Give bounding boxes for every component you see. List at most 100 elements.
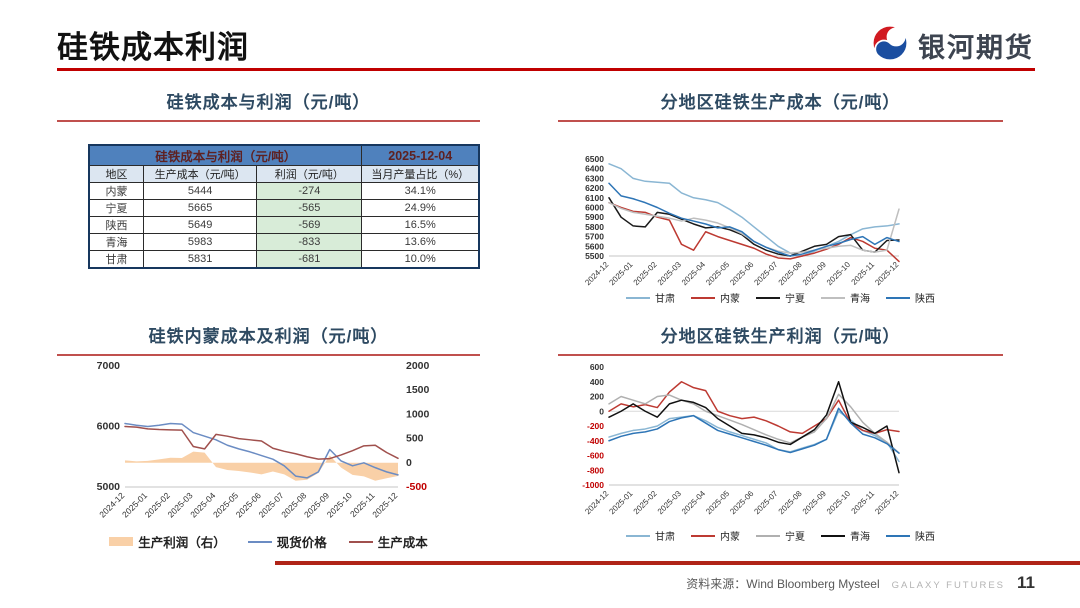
table-date: 2025-12-04: [361, 144, 480, 166]
legend-inner-mongolia: 生产利润（右） 现货价格 生产成本: [57, 532, 480, 551]
table-cell: 5649: [143, 216, 258, 234]
legend-item: 生产利润（右）: [109, 532, 226, 551]
table-cell: 34.1%: [361, 182, 480, 200]
svg-text:6000: 6000: [585, 203, 604, 213]
svg-text:2025-03: 2025-03: [656, 260, 684, 288]
table-title-row: 硅铁成本与利润（元/吨） 2025-12-04: [88, 144, 480, 166]
legend-line-swatch: [626, 296, 650, 299]
column-header: 当月产量占比（%）: [361, 165, 480, 183]
page-title: 硅铁成本利润: [57, 30, 249, 65]
svg-text:2024-12: 2024-12: [583, 260, 611, 288]
legend-line-swatch: [886, 296, 910, 299]
legend-label: 甘肃: [655, 532, 675, 543]
table-cell: 5444: [143, 182, 258, 200]
legend-item: 内蒙: [691, 528, 740, 543]
brand-text: GALAXY FUTURES: [891, 580, 1006, 591]
legend-label: 甘肃: [655, 294, 675, 305]
legend-line-swatch: [821, 534, 845, 537]
svg-text:-200: -200: [587, 421, 604, 431]
svg-text:-1000: -1000: [582, 480, 604, 490]
section-inner-mongolia: 硅铁内蒙成本及利润（元/吨） 7000 6000 5000 2000 1500 1000 5…: [57, 322, 480, 557]
legend-item: 陕西: [886, 528, 935, 543]
svg-text:5500: 5500: [585, 251, 604, 261]
galaxy-logo-text: 银河期货: [918, 33, 1034, 63]
legend-item: 现货价格: [247, 532, 327, 551]
svg-text:2025-11: 2025-11: [850, 260, 877, 287]
svg-text:6000: 6000: [97, 421, 121, 433]
svg-text:2025-11: 2025-11: [850, 489, 877, 516]
svg-text:2025-05: 2025-05: [704, 260, 732, 288]
svg-text:200: 200: [590, 392, 604, 402]
svg-text:2025-08: 2025-08: [777, 260, 805, 288]
svg-text:0: 0: [599, 406, 604, 416]
svg-text:2025-09: 2025-09: [801, 260, 829, 288]
legend-item: 陕西: [886, 290, 935, 305]
section-cost-by-region: 分地区硅铁生产成本（元/吨） 6500 6400 6300 6200 6100 6000 5…: [558, 88, 1003, 318]
table-cell: -681: [256, 250, 363, 269]
legend-label: 内蒙: [720, 532, 740, 543]
legend-line-swatch: [691, 534, 715, 537]
legend-label: 宁夏: [785, 294, 805, 305]
section-title-cost-by-region: 分地区硅铁生产成本（元/吨）: [558, 88, 1003, 122]
legend-line-swatch: [348, 540, 373, 543]
legend-item: 青海: [821, 290, 870, 305]
table-cell: -833: [256, 233, 363, 251]
legend-label: 生产成本: [377, 536, 428, 550]
svg-text:2025-12: 2025-12: [873, 489, 901, 517]
legend-line-swatch: [626, 534, 650, 537]
legend-label: 青海: [850, 532, 870, 543]
column-header: 生产成本（元/吨）: [143, 165, 258, 183]
table-cell: -565: [256, 199, 363, 217]
legend-line-swatch: [821, 296, 845, 299]
legend-label: 陕西: [915, 532, 935, 543]
svg-text:2025-02: 2025-02: [632, 260, 660, 288]
table-cell: 青海: [88, 233, 145, 251]
svg-text:600: 600: [590, 362, 604, 372]
legend-item: 甘肃: [626, 290, 675, 305]
svg-text:2025-12: 2025-12: [873, 260, 901, 288]
svg-text:2024-12: 2024-12: [583, 489, 611, 517]
table-cell: 13.6%: [361, 233, 480, 251]
table-cell: -569: [256, 216, 363, 234]
legend-line-swatch: [886, 534, 910, 537]
table-row: 甘肃 5831 -681 10.0%: [88, 250, 480, 269]
svg-text:6500: 6500: [585, 154, 604, 164]
cost-by-region-chart: 6500640063006200610060005900580057005600…: [583, 154, 901, 288]
legend-item: 青海: [821, 528, 870, 543]
table-cell: 内蒙: [88, 182, 145, 200]
svg-text:2025-06: 2025-06: [728, 489, 756, 517]
galaxy-logo: 银河期货: [871, 24, 1034, 67]
footer-rule: [275, 561, 1080, 565]
svg-text:2025-02: 2025-02: [632, 489, 660, 517]
svg-text:6200: 6200: [585, 183, 604, 193]
svg-text:2025-06: 2025-06: [728, 260, 756, 288]
table-cell: -274: [256, 182, 363, 200]
page-number: 11: [1017, 573, 1035, 592]
table-cell: 5831: [143, 250, 258, 269]
legend-item: 内蒙: [691, 290, 740, 305]
source-text: 资料来源：Wind Bloomberg Mysteel: [686, 577, 880, 591]
svg-text:2025-07: 2025-07: [752, 489, 780, 517]
legend-item: 宁夏: [756, 290, 805, 305]
svg-text:-400: -400: [587, 436, 604, 446]
svg-text:2025-04: 2025-04: [680, 489, 708, 517]
svg-text:6400: 6400: [585, 164, 604, 174]
table-row: 陕西 5649 -569 16.5%: [88, 216, 480, 234]
section-profit-by-region: 分地区硅铁生产利润（元/吨） 600 400 200 0 -200 -400 -600 -80…: [558, 322, 1003, 557]
legend-label: 现货价格: [276, 536, 327, 550]
legend-item: 宁夏: [756, 528, 805, 543]
legend-label: 生产利润（右）: [138, 536, 226, 550]
svg-text:2025-07: 2025-07: [752, 260, 780, 288]
svg-text:1000: 1000: [406, 408, 430, 420]
section-title-profit-by-region: 分地区硅铁生产利润（元/吨）: [558, 322, 1003, 356]
table-cell: 宁夏: [88, 199, 145, 217]
svg-text:7000: 7000: [97, 360, 121, 372]
table-row: 青海 5983 -833 13.6%: [88, 233, 480, 251]
column-header: 利润（元/吨）: [256, 165, 363, 183]
column-header: 地区: [88, 165, 145, 183]
table-cell: 24.9%: [361, 199, 480, 217]
svg-text:2025-05: 2025-05: [704, 489, 732, 517]
legend-profit-by-region: 甘肃 内蒙 宁夏 青海 陕西: [558, 528, 1003, 543]
svg-text:2025-08: 2025-08: [777, 489, 805, 517]
